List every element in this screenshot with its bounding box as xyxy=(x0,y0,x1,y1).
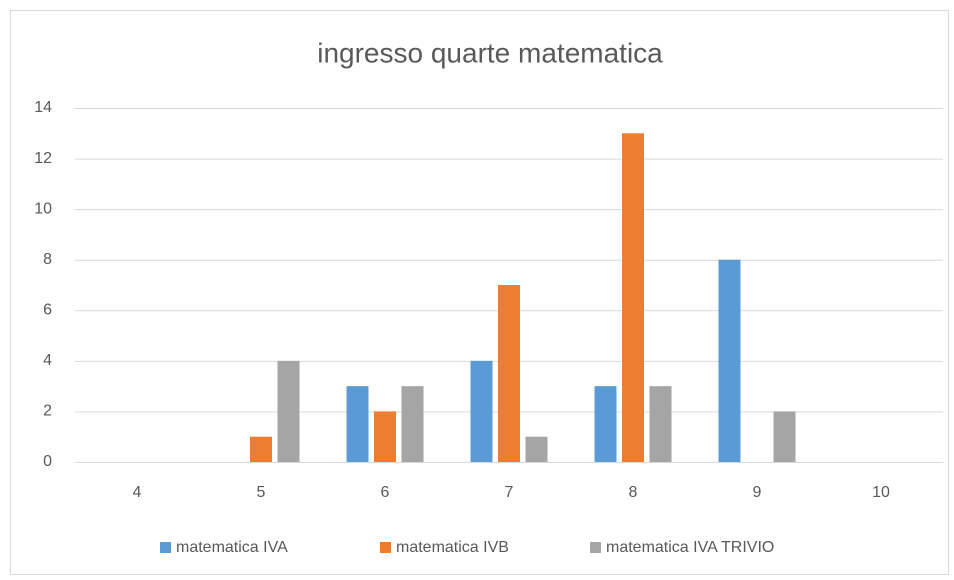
legend-swatch xyxy=(590,542,601,553)
bar xyxy=(773,411,796,462)
legend-swatch xyxy=(380,542,391,553)
bar xyxy=(401,386,424,462)
y-tick-label: 4 xyxy=(43,352,52,369)
bar xyxy=(470,360,493,462)
chart-border xyxy=(10,10,949,575)
legend-label: matematica IVA TRIVIO xyxy=(606,539,774,556)
chart-title: ingresso quarte matematica xyxy=(317,37,663,68)
x-tick-label: 8 xyxy=(629,484,638,501)
bar xyxy=(649,386,672,462)
x-tick-label: 5 xyxy=(257,484,266,501)
legend-label: matematica IVA xyxy=(176,539,288,556)
y-tick-label: 8 xyxy=(43,251,52,268)
y-tick-label: 12 xyxy=(34,150,52,167)
bar xyxy=(594,386,617,462)
y-tick-label: 0 xyxy=(43,453,52,470)
x-tick-label: 6 xyxy=(381,484,390,501)
legend-label: matematica IVB xyxy=(396,539,509,556)
x-tick-label: 10 xyxy=(872,484,890,501)
y-tick-label: 14 xyxy=(34,99,52,116)
bar xyxy=(374,411,396,462)
y-tick-label: 10 xyxy=(34,200,52,217)
bar xyxy=(277,360,300,462)
bar xyxy=(250,436,272,462)
x-tick-label: 4 xyxy=(133,484,142,501)
bar xyxy=(622,133,644,463)
bar xyxy=(525,436,548,462)
bar xyxy=(498,285,520,462)
bar xyxy=(718,259,741,462)
y-tick-label: 2 xyxy=(43,403,52,420)
bar xyxy=(346,386,369,462)
y-tick-label: 6 xyxy=(43,302,52,319)
legend-swatch xyxy=(160,542,171,553)
x-tick-label: 7 xyxy=(505,484,514,501)
x-tick-label: 9 xyxy=(753,484,762,501)
